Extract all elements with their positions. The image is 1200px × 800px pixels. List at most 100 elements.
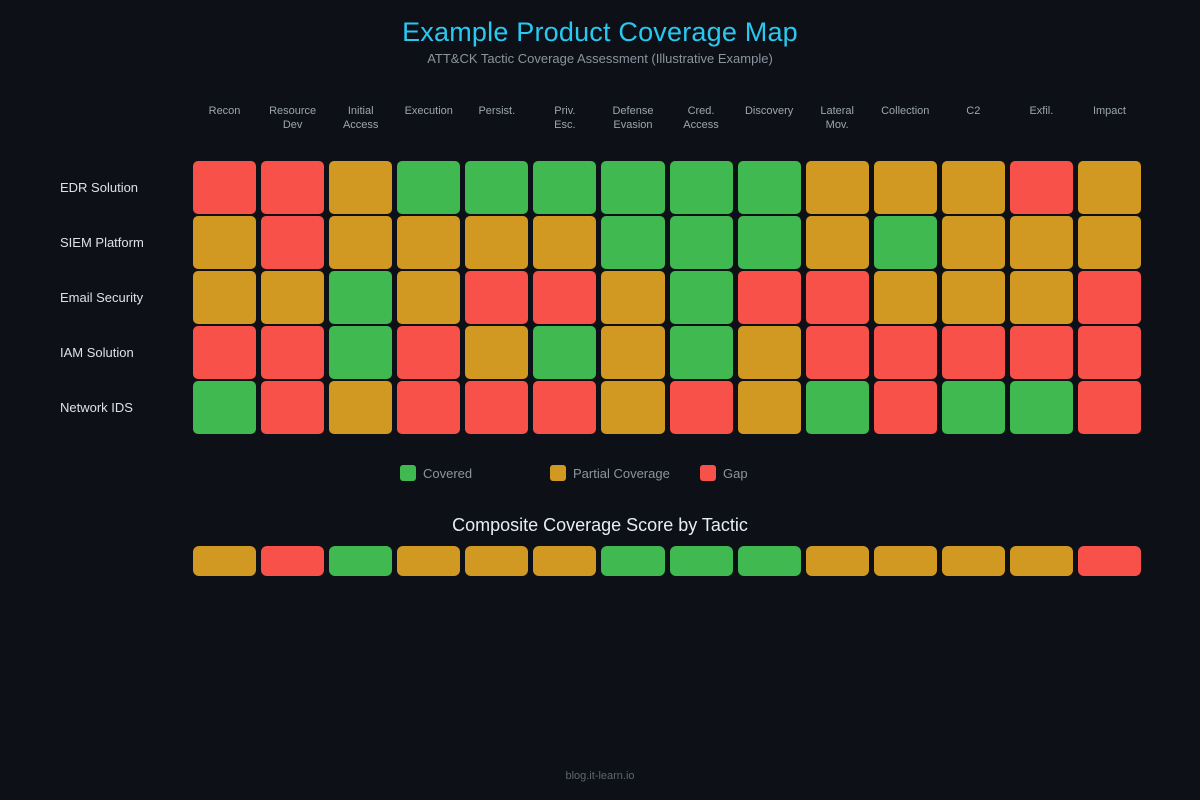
coverage-cell-gap bbox=[805, 326, 869, 379]
page-title: Example Product Coverage Map bbox=[402, 17, 798, 47]
coverage-cell-covered bbox=[941, 381, 1005, 434]
coverage-cell-covered bbox=[397, 161, 461, 214]
coverage-cell-partial bbox=[1077, 161, 1141, 214]
coverage-cell-partial bbox=[465, 216, 529, 269]
composite-cell-partial bbox=[193, 546, 257, 576]
coverage-cell-gap bbox=[1077, 381, 1141, 434]
legend-item-partial: Partial Coverage bbox=[550, 465, 700, 481]
coverage-cell-partial bbox=[737, 326, 801, 379]
coverage-cell-gap bbox=[669, 381, 733, 434]
coverage-cell-gap bbox=[533, 271, 597, 324]
footer-text: blog.it-learn.io bbox=[565, 770, 635, 782]
coverage-cell-partial bbox=[805, 161, 869, 214]
coverage-cell-covered bbox=[805, 381, 869, 434]
coverage-cell-gap bbox=[805, 271, 869, 324]
coverage-cell-partial bbox=[601, 326, 665, 379]
grid-row bbox=[193, 216, 1141, 269]
coverage-cell-partial bbox=[1009, 271, 1073, 324]
column-header: Priv. Esc. bbox=[554, 105, 576, 131]
coverage-cell-partial bbox=[329, 161, 393, 214]
column-headers: Recon Resource Dev Initial Access Execution… bbox=[193, 104, 1141, 132]
composite-cell-covered bbox=[601, 546, 665, 576]
composite-cell-covered bbox=[669, 546, 733, 576]
coverage-cell-partial bbox=[941, 161, 1005, 214]
coverage-cell-partial bbox=[1077, 216, 1141, 269]
coverage-cell-gap bbox=[873, 381, 937, 434]
composite-row bbox=[193, 546, 1141, 576]
column-header: Lateral Mov. bbox=[820, 105, 854, 131]
coverage-cell-partial bbox=[601, 381, 665, 434]
coverage-cell-covered bbox=[669, 216, 733, 269]
coverage-cell-covered bbox=[329, 271, 393, 324]
composite-cell-partial bbox=[465, 546, 529, 576]
coverage-cell-covered bbox=[737, 161, 801, 214]
column-header: Initial Access bbox=[342, 105, 379, 131]
grid-row bbox=[193, 326, 1141, 379]
coverage-cell-gap bbox=[1077, 271, 1141, 324]
column-header: Defense Evasion bbox=[612, 105, 654, 131]
coverage-cell-gap bbox=[193, 161, 257, 214]
coverage-cell-partial bbox=[465, 326, 529, 379]
column-header: Impact bbox=[1092, 105, 1126, 117]
coverage-cell-gap bbox=[1009, 161, 1073, 214]
legend-item-covered: Covered bbox=[400, 465, 550, 481]
column-header: Persist. bbox=[478, 105, 516, 117]
column-header: Discovery bbox=[744, 105, 794, 117]
coverage-cell-gap bbox=[465, 381, 529, 434]
legend: Covered Partial Coverage Gap bbox=[400, 465, 850, 481]
coverage-cell-gap bbox=[397, 326, 461, 379]
coverage-cell-gap bbox=[261, 326, 325, 379]
coverage-cell-partial bbox=[533, 216, 597, 269]
composite-cell-covered bbox=[737, 546, 801, 576]
coverage-cell-covered bbox=[329, 326, 393, 379]
coverage-cell-gap bbox=[1077, 326, 1141, 379]
coverage-cell-partial bbox=[941, 271, 1005, 324]
row-label: Email Security bbox=[60, 290, 144, 305]
coverage-cell-partial bbox=[873, 271, 937, 324]
coverage-cell-partial bbox=[261, 271, 325, 324]
coverage-cell-gap bbox=[737, 271, 801, 324]
coverage-cell-gap bbox=[261, 216, 325, 269]
coverage-cell-covered bbox=[533, 326, 597, 379]
coverage-cell-gap bbox=[193, 326, 257, 379]
coverage-cell-covered bbox=[601, 216, 665, 269]
coverage-cell-gap bbox=[873, 326, 937, 379]
coverage-cell-partial bbox=[601, 271, 665, 324]
coverage-cell-partial bbox=[805, 216, 869, 269]
legend-item-gap: Gap bbox=[700, 465, 850, 481]
coverage-cell-partial bbox=[193, 271, 257, 324]
legend-label: Partial Coverage bbox=[573, 465, 670, 481]
gap-swatch-icon bbox=[700, 465, 716, 481]
column-header: C2 bbox=[966, 105, 981, 117]
composite-cell-partial bbox=[941, 546, 1005, 576]
composite-cell-partial bbox=[805, 546, 869, 576]
column-header: Exfil. bbox=[1029, 105, 1054, 117]
column-header: Collection bbox=[881, 105, 930, 117]
coverage-cell-partial bbox=[873, 161, 937, 214]
coverage-cell-covered bbox=[1009, 381, 1073, 434]
coverage-cell-covered bbox=[873, 216, 937, 269]
composite-cell-partial bbox=[873, 546, 937, 576]
coverage-cell-gap bbox=[533, 381, 597, 434]
composite-cell-partial bbox=[533, 546, 597, 576]
legend-label: Covered bbox=[423, 465, 473, 481]
coverage-grid bbox=[193, 161, 1141, 436]
coverage-cell-covered bbox=[669, 161, 733, 214]
coverage-cell-partial bbox=[193, 216, 257, 269]
grid-row bbox=[193, 161, 1141, 214]
composite-title: Composite Coverage Score by Tactic bbox=[452, 515, 748, 535]
coverage-cell-covered bbox=[193, 381, 257, 434]
composite-cell-partial bbox=[1009, 546, 1073, 576]
covered-swatch-icon bbox=[400, 465, 416, 481]
coverage-cell-gap bbox=[397, 381, 461, 434]
coverage-cell-partial bbox=[737, 381, 801, 434]
legend-label: Gap bbox=[723, 465, 748, 481]
coverage-cell-gap bbox=[261, 381, 325, 434]
page-subtitle: ATT&CK Tactic Coverage Assessment (Illus… bbox=[427, 51, 773, 66]
coverage-cell-covered bbox=[669, 326, 733, 379]
coverage-cell-covered bbox=[737, 216, 801, 269]
coverage-cell-covered bbox=[533, 161, 597, 214]
composite-cell-partial bbox=[397, 546, 461, 576]
coverage-cell-gap bbox=[1009, 326, 1073, 379]
